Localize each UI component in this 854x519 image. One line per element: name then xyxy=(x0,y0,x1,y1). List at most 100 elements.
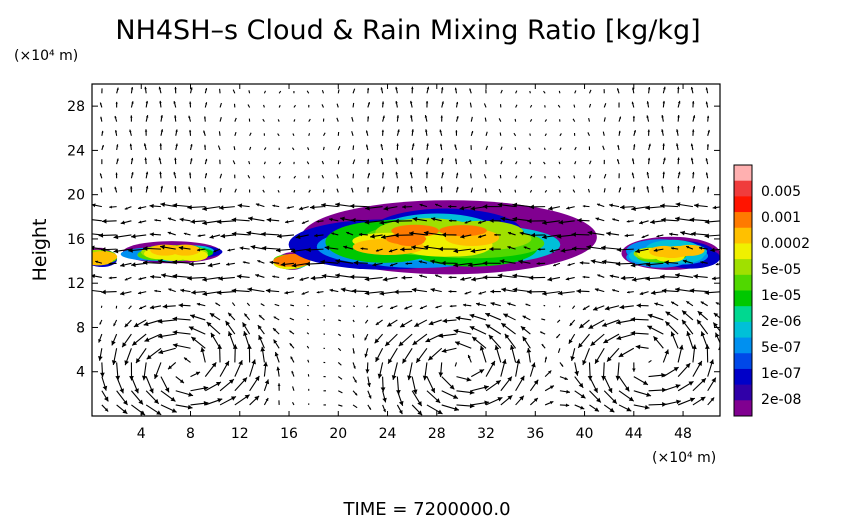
wind-arrow xyxy=(129,129,132,136)
wind-arrow xyxy=(321,90,325,94)
wind-arrow xyxy=(189,261,206,267)
wind-arrow xyxy=(130,87,134,94)
plot-frame xyxy=(91,83,721,417)
wind-arrow xyxy=(382,276,398,282)
wind-arrow xyxy=(260,346,266,363)
wind-arrow xyxy=(141,362,147,381)
wind-arrow xyxy=(484,188,487,193)
wind-arrow xyxy=(597,274,605,278)
wind-arrow xyxy=(670,301,679,307)
wind-arrow xyxy=(541,343,546,349)
wind-arrow xyxy=(308,133,311,136)
wind-arrow xyxy=(248,90,251,94)
wind-arrow xyxy=(386,319,398,327)
wind-arrow xyxy=(441,376,455,390)
wind-arrow xyxy=(664,321,679,335)
wind-arrow xyxy=(670,331,679,349)
wind-arrow xyxy=(167,362,177,370)
wind-arrow xyxy=(160,244,176,250)
wind-arrow xyxy=(247,104,251,108)
wind-arrow xyxy=(500,359,507,377)
wind-arrow xyxy=(101,376,108,391)
wind-arrow xyxy=(321,202,339,208)
wind-arrow xyxy=(646,115,650,122)
wind-arrow xyxy=(209,234,221,239)
wind-arrow xyxy=(291,370,295,377)
wind-arrow xyxy=(478,291,487,295)
wind-arrow xyxy=(587,132,590,137)
y-tick-label: 16 xyxy=(67,232,85,248)
wind-arrow xyxy=(273,339,280,349)
wind-arrow xyxy=(574,376,584,389)
wind-arrow xyxy=(696,319,709,335)
wind-arrow xyxy=(630,316,649,322)
wind-arrow xyxy=(116,87,119,94)
wind-arrow xyxy=(411,86,414,94)
wind-arrow xyxy=(172,330,191,335)
wind-arrow xyxy=(464,220,472,224)
wind-arrow xyxy=(411,390,423,407)
wind-arrow xyxy=(456,403,475,409)
wind-arrow xyxy=(225,320,236,335)
wind-arrow xyxy=(690,157,694,165)
wind-arrow xyxy=(603,103,607,108)
wind-arrow xyxy=(700,301,708,307)
wind-arrow xyxy=(99,173,103,179)
wind-arrow xyxy=(515,90,518,94)
wind-arrow xyxy=(677,380,694,392)
wind-arrow xyxy=(630,330,649,336)
colorbar-swatch xyxy=(734,180,752,197)
wind-arrow xyxy=(515,175,518,179)
wind-arrow xyxy=(343,245,354,250)
wind-arrow xyxy=(384,333,398,347)
wind-arrow xyxy=(360,247,368,251)
wind-arrow xyxy=(677,185,680,193)
wind-arrow xyxy=(426,157,430,165)
wind-arrow xyxy=(509,344,517,363)
wind-arrow xyxy=(154,362,162,380)
wind-arrow xyxy=(306,318,309,321)
wind-arrow xyxy=(367,158,370,165)
wind-arrow xyxy=(661,288,679,294)
wind-arrow xyxy=(544,189,548,193)
wind-arrow xyxy=(250,244,265,250)
wind-arrow xyxy=(462,303,472,307)
wind-arrow xyxy=(469,88,472,94)
wind-arrow xyxy=(219,378,235,392)
wind-arrow xyxy=(142,246,161,251)
wind-arrow xyxy=(582,275,590,279)
colorbar-label: 2e-08 xyxy=(761,392,801,408)
wind-arrow xyxy=(528,275,546,281)
colorbar-swatch xyxy=(734,368,752,386)
wind-arrow xyxy=(174,157,177,165)
wind-arrow xyxy=(660,274,679,280)
wind-arrow xyxy=(374,333,384,344)
wind-arrow xyxy=(662,86,666,94)
wind-arrow xyxy=(648,143,651,151)
wind-arrow xyxy=(290,304,295,307)
wind-arrow xyxy=(494,233,501,237)
wind-arrow xyxy=(189,129,192,136)
wind-arrow xyxy=(566,206,575,210)
wind-arrow xyxy=(233,146,236,151)
wind-arrow xyxy=(204,172,208,179)
wind-arrow xyxy=(280,261,295,267)
wind-arrow xyxy=(456,389,475,395)
wind-arrow xyxy=(529,175,533,179)
wind-arrow xyxy=(721,116,723,121)
wind-arrow xyxy=(257,324,265,335)
wind-arrow xyxy=(205,398,223,406)
wind-arrow xyxy=(289,342,295,349)
wind-arrow xyxy=(490,301,501,307)
wind-arrow xyxy=(705,87,709,94)
wind-arrow xyxy=(490,289,501,294)
wind-arrow xyxy=(203,130,206,136)
wind-arrow xyxy=(366,305,369,308)
wind-arrow xyxy=(401,275,413,280)
wind-arrow xyxy=(133,319,147,328)
wind-arrow xyxy=(411,287,428,293)
colorbar-swatch xyxy=(734,400,752,417)
wind-arrow xyxy=(367,116,370,122)
wind-arrow xyxy=(558,219,575,225)
